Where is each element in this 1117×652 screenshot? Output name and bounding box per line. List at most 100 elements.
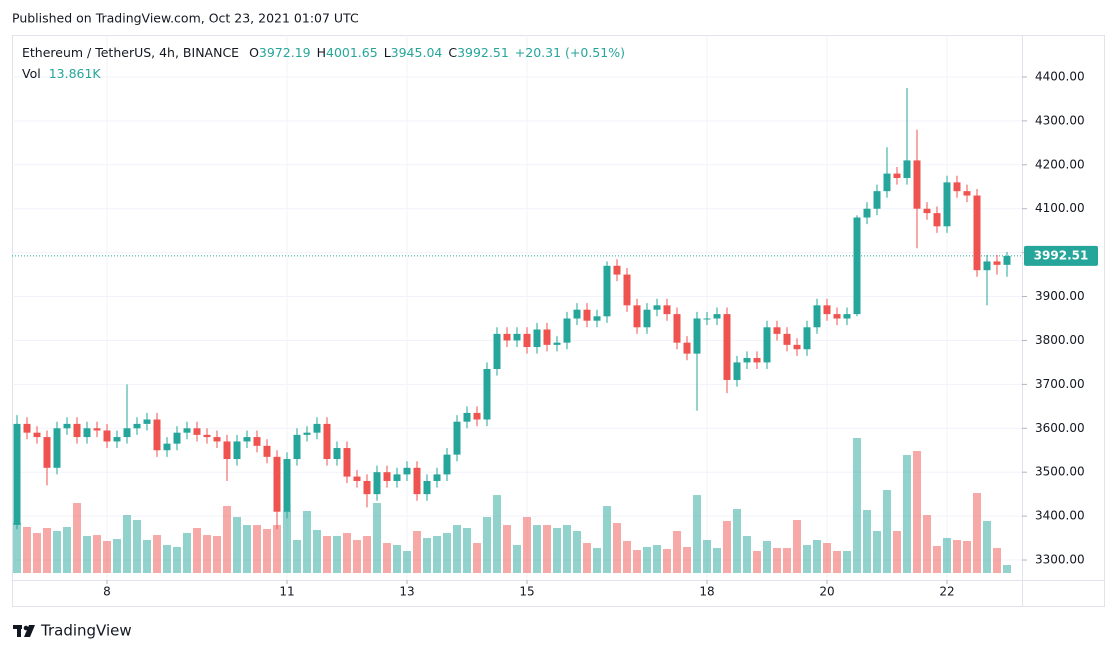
candle-body [983, 261, 991, 271]
volume-pane [13, 438, 1011, 573]
candle-body [833, 314, 841, 319]
candle-body [573, 309, 581, 319]
volume-bar [253, 525, 261, 573]
candle-body [953, 182, 961, 192]
brand: TradingView [40, 622, 132, 640]
volume-bar [113, 539, 121, 573]
volume-bar [273, 525, 281, 573]
candle-body [483, 368, 491, 420]
change-pct: (+0.51%) [565, 45, 625, 60]
candle-body [693, 318, 701, 354]
volume-bar [63, 526, 71, 573]
volume-bar [613, 523, 621, 573]
volume-bar [563, 525, 571, 573]
candle-body [103, 430, 111, 442]
candle-body [263, 445, 271, 457]
volume-bar [833, 550, 841, 573]
candle-body [223, 441, 231, 460]
volume-bar [233, 517, 241, 573]
volume-bar [653, 545, 661, 573]
volume-bar [593, 547, 601, 573]
candle-body [13, 423, 21, 525]
volume-bar [813, 540, 821, 573]
volume-bar [173, 546, 181, 573]
volume-bar [803, 545, 811, 573]
o-label: O [249, 45, 259, 60]
candle-body [93, 428, 101, 431]
candle-body [143, 419, 151, 424]
candle-body [803, 327, 811, 350]
candle-body [543, 329, 551, 345]
candle-body [353, 476, 361, 481]
volume-bar [633, 549, 641, 573]
candle-body [943, 182, 951, 227]
candle-body [933, 213, 941, 227]
logo-part [17, 625, 21, 637]
candle-body [913, 160, 921, 209]
candle-body [873, 191, 881, 209]
volume-bar [513, 545, 521, 573]
volume-bar [193, 527, 201, 573]
candle-body [213, 437, 221, 442]
candle-body [333, 448, 341, 460]
axes: 3300.00 3400.00 3500.00 3600.00 3700.00 3800.… [103, 69, 1098, 599]
candle-body [683, 342, 691, 354]
volume-bar [213, 536, 221, 573]
candle-body [323, 423, 331, 460]
volume-bar [993, 547, 1001, 573]
volume-bar [13, 523, 21, 573]
volume-bar [323, 536, 331, 573]
candle-body [63, 423, 71, 429]
volume-bar [413, 530, 421, 573]
candle-body [413, 467, 421, 495]
candle-body [663, 305, 671, 315]
candle-body [963, 191, 971, 196]
x-tick-label: 15 [519, 585, 534, 599]
x-tick-label: 18 [699, 585, 714, 599]
logo-part [23, 625, 29, 631]
candle-body [373, 472, 381, 495]
candle-body [533, 329, 541, 348]
candle-body [823, 305, 831, 315]
candle-body [23, 423, 31, 433]
y-tick-label: 3700.00 [1035, 377, 1085, 391]
candles [13, 87, 1011, 530]
candle-body [313, 423, 321, 433]
candle-body [563, 318, 571, 343]
volume-bar [393, 545, 401, 573]
volume-bar [443, 533, 451, 573]
y-tick-label: 4300.00 [1035, 113, 1085, 127]
candle-body [583, 309, 591, 321]
volume-bar [903, 455, 911, 573]
candle-body [193, 428, 201, 435]
candle-body [233, 441, 241, 460]
volume-bar [623, 540, 631, 573]
volume-bar [823, 543, 831, 573]
candle-body [493, 333, 501, 369]
candle-body [623, 274, 631, 306]
volume-bar [533, 525, 541, 573]
candle-body [73, 423, 81, 438]
volume-bar [603, 506, 611, 573]
candle-body [423, 480, 431, 495]
candle-body [843, 314, 851, 319]
volume-bar [43, 527, 51, 573]
volume-bar [33, 533, 41, 573]
volume-bar [293, 540, 301, 573]
grid [12, 35, 1022, 580]
y-tick-label: 3800.00 [1035, 333, 1085, 347]
volume-bar [423, 537, 431, 573]
volume-bar [283, 510, 291, 573]
volume-bar [953, 540, 961, 573]
candle-body [553, 342, 561, 345]
candle-body [863, 208, 871, 218]
volume-bar [93, 535, 101, 573]
last-price-tag [1024, 245, 1098, 266]
volume-bar [663, 549, 671, 573]
candle-body [503, 333, 511, 341]
brand-logo [13, 625, 35, 637]
volume-bar [463, 527, 471, 573]
last-price-label: 3992.51 [1034, 248, 1089, 262]
volume-bar [673, 530, 681, 573]
